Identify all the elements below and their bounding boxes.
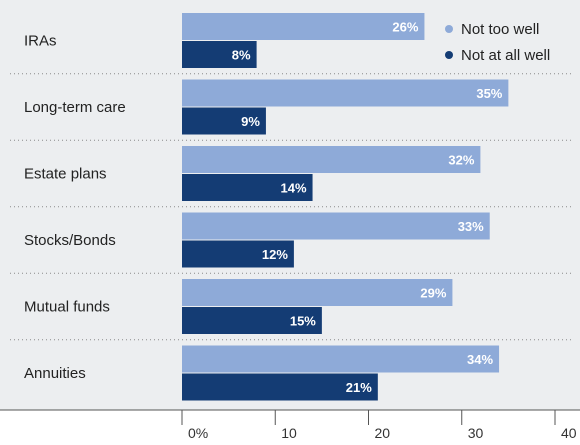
x-tick-label: 30 bbox=[468, 425, 484, 441]
bar-not-too-well bbox=[182, 13, 425, 40]
bars bbox=[182, 13, 509, 401]
data-label: 26% bbox=[392, 20, 418, 35]
legend: Not too well Not at all well bbox=[445, 21, 550, 64]
plot-background-band bbox=[180, 0, 580, 410]
data-label: 21% bbox=[346, 380, 372, 395]
legend-label-not-too-well: Not too well bbox=[461, 21, 539, 38]
category-label: IRAs bbox=[24, 33, 57, 50]
bar-not-at-all-well bbox=[182, 307, 322, 334]
x-tick-label: 20 bbox=[375, 425, 391, 441]
x-tick-label: 0% bbox=[188, 425, 208, 441]
data-label: 35% bbox=[476, 86, 502, 101]
bar-not-at-all-well bbox=[182, 174, 313, 201]
category-label: Mutual funds bbox=[24, 299, 110, 316]
data-label: 33% bbox=[458, 219, 484, 234]
legend-label-not-at-all-well: Not at all well bbox=[461, 47, 550, 64]
bar-not-too-well bbox=[182, 146, 481, 173]
x-tick-label: 40 bbox=[561, 425, 577, 441]
bar-not-at-all-well bbox=[182, 373, 378, 401]
bar-not-at-all-well bbox=[182, 240, 294, 268]
category-label: Stocks/Bonds bbox=[24, 232, 116, 249]
bar-not-too-well bbox=[182, 79, 509, 107]
data-label: 32% bbox=[448, 153, 474, 168]
category-label: Long-term care bbox=[24, 99, 126, 116]
data-label: 34% bbox=[467, 352, 493, 367]
category-label: Estate plans bbox=[24, 166, 107, 183]
plot-background-band bbox=[0, 0, 180, 410]
data-labels: 26% 8% 35% 9% 32% 14% 33% 12% 29% 15% 34% 21% bbox=[232, 20, 503, 396]
category-label: Annuities bbox=[24, 365, 86, 382]
data-label: 12% bbox=[262, 247, 288, 262]
category-separators bbox=[10, 73, 572, 341]
category-labels: IRAs Long-term care Estate plans Stocks/Bon… bbox=[24, 33, 126, 383]
bar-not-at-all-well bbox=[182, 107, 266, 135]
bar-not-too-well bbox=[182, 345, 500, 373]
bar-not-at-all-well bbox=[182, 41, 257, 68]
data-label: 29% bbox=[420, 286, 446, 301]
legend-marker-not-at-all-well bbox=[445, 51, 453, 59]
bar-not-too-well bbox=[182, 279, 453, 306]
legend-marker-not-too-well bbox=[445, 25, 453, 33]
data-label: 15% bbox=[290, 314, 316, 329]
x-tick-label: 10 bbox=[281, 425, 297, 441]
data-label: 8% bbox=[232, 48, 251, 63]
bar-not-too-well bbox=[182, 212, 490, 240]
data-label: 9% bbox=[241, 114, 260, 129]
data-label: 14% bbox=[281, 181, 307, 196]
x-axis-ticks: 0% 10 20 30 40 bbox=[181, 410, 577, 441]
